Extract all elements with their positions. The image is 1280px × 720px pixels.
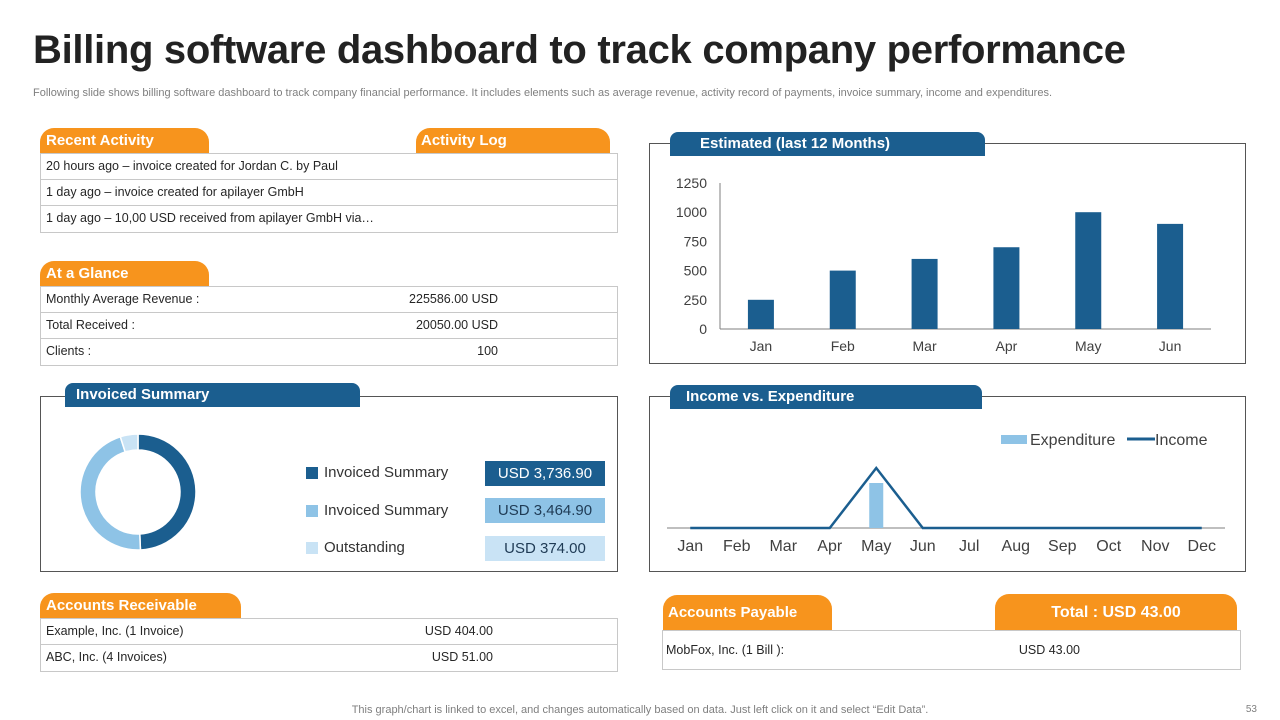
payable-label: MobFox, Inc. (1 Bill ): <box>666 643 785 657</box>
x-tick-label: Jan <box>677 538 703 555</box>
receivable-value: USD 51.00 <box>431 650 493 664</box>
legend-swatch <box>306 505 318 517</box>
invoiced-summary-tab: Invoiced Summary <box>65 383 360 407</box>
legend-swatch <box>1001 435 1027 444</box>
recent-activity-table: 20 hours ago – invoice created for Jorda… <box>40 153 618 233</box>
activity-row: 1 day ago – invoice created for apilayer… <box>41 180 617 206</box>
legend-label: Outstanding <box>324 539 405 556</box>
page-subtitle: Following slide shows billing software d… <box>33 87 1053 99</box>
expenditure-bar <box>869 483 884 528</box>
x-tick-label: May <box>861 538 891 555</box>
estimated-bar-chart: 0 250 500 750 1000 1250 Jan Feb Mar Apr May Jun <box>676 175 1211 354</box>
x-tick-label: Aug <box>1002 538 1030 555</box>
income-line <box>690 465 1202 530</box>
glance-row: Total Received : 20050.00 USD <box>41 313 617 339</box>
glance-value: 225586.00 USD <box>409 292 498 306</box>
bar <box>993 247 1020 329</box>
income-chart-panel <box>649 396 1246 572</box>
page-title: Billing software dashboard to track comp… <box>33 28 1126 72</box>
receivable-label: ABC, Inc. (4 Invoices) <box>46 650 167 664</box>
activity-text: 1 day ago – 10,00 USD received from apil… <box>46 211 374 225</box>
x-tick-label: May <box>1075 338 1101 354</box>
invoiced-donut-chart <box>79 433 197 551</box>
accounts-receivable-table: Example, Inc. (1 Invoice) USD 404.00 ABC… <box>40 618 618 672</box>
x-tick-label: Mar <box>769 538 797 555</box>
bar <box>911 258 938 329</box>
activity-row: 20 hours ago – invoice created for Jorda… <box>41 154 617 180</box>
receivable-row: ABC, Inc. (4 Invoices) USD 51.00 <box>41 645 617 671</box>
glance-value: 100 <box>477 344 498 358</box>
legend-swatch <box>306 467 318 479</box>
invoiced-value-box: USD 3,464.90 <box>485 498 605 523</box>
receivable-value: USD 404.00 <box>424 624 493 638</box>
estimated-chart-tab: Estimated (last 12 Months) <box>670 132 985 156</box>
x-tick-label: Jun <box>910 538 936 555</box>
x-tick-label: Apr <box>996 338 1018 354</box>
page-number: 53 <box>1245 704 1257 715</box>
x-tick-label: Feb <box>723 538 751 555</box>
x-tick-label: Nov <box>1141 538 1169 555</box>
glance-label: Monthly Average Revenue : <box>46 292 200 306</box>
legend-label: Invoiced Summary <box>324 464 449 481</box>
legend-label: Invoiced Summary <box>324 502 449 519</box>
legend-label: Expenditure <box>1030 432 1115 449</box>
x-tick-label: Mar <box>913 338 937 354</box>
x-tick-label: Oct <box>1096 538 1121 555</box>
payable-row: MobFox, Inc. (1 Bill ): USD 43.00 <box>663 631 1240 669</box>
donut-slice <box>119 433 139 453</box>
y-tick-label: 1000 <box>676 204 707 220</box>
x-tick-label: Apr <box>817 538 843 555</box>
glance-row: Monthly Average Revenue : 225586.00 USD <box>41 287 617 313</box>
invoiced-value-box: USD 3,736.90 <box>485 461 605 486</box>
y-tick-label: 750 <box>684 233 708 249</box>
income-chart-tab: Income vs. Expenditure <box>670 385 982 409</box>
donut-slice <box>79 435 142 551</box>
x-tick-label: Jun <box>1159 338 1182 354</box>
glance-row: Clients : 100 <box>41 339 617 365</box>
accounts-payable-table: MobFox, Inc. (1 Bill ): USD 43.00 <box>662 630 1241 670</box>
y-tick-label: 1250 <box>676 175 707 191</box>
bar <box>829 270 856 329</box>
accounts-payable-tab: Accounts Payable <box>663 595 832 630</box>
income-expenditure-chart: Jan Feb Mar Apr May Jun Jul Aug Sep Oct Nov Dec Expe… <box>667 432 1225 555</box>
activity-text: 20 hours ago – invoice created for Jorda… <box>46 159 338 173</box>
x-tick-label: Dec <box>1188 538 1216 555</box>
x-tick-label: Sep <box>1048 538 1077 555</box>
bar <box>747 299 774 329</box>
y-tick-label: 0 <box>699 321 707 337</box>
receivable-row: Example, Inc. (1 Invoice) USD 404.00 <box>41 619 617 645</box>
footer-note: This graph/chart is linked to excel, and… <box>351 704 929 716</box>
x-tick-label: Feb <box>831 338 855 354</box>
activity-row: 1 day ago – 10,00 USD received from apil… <box>41 206 617 232</box>
x-tick-label: Jan <box>750 338 773 354</box>
legend-swatch <box>306 542 318 554</box>
glance-label: Clients : <box>46 344 92 358</box>
y-tick-label: 250 <box>684 292 708 308</box>
payable-value: USD 43.00 <box>1018 643 1080 657</box>
at-a-glance-table: Monthly Average Revenue : 225586.00 USD … <box>40 286 618 366</box>
y-tick-label: 500 <box>684 263 708 279</box>
bar <box>1157 223 1184 329</box>
accounts-receivable-tab: Accounts Receivable <box>40 593 241 619</box>
receivable-label: Example, Inc. (1 Invoice) <box>46 624 184 638</box>
activity-text: 1 day ago – invoice created for apilayer… <box>46 185 304 199</box>
donut-slice <box>137 433 197 551</box>
activity-log-tab: Activity Log <box>416 128 610 154</box>
recent-activity-tab: Recent Activity <box>40 128 209 154</box>
bar <box>1075 212 1102 329</box>
accounts-payable-total: Total : USD 43.00 <box>995 594 1237 630</box>
outstanding-value-box: USD 374.00 <box>485 536 605 561</box>
glance-value: 20050.00 USD <box>415 318 498 332</box>
x-tick-label: Jul <box>959 538 979 555</box>
at-a-glance-tab: At a Glance <box>40 261 209 287</box>
legend-label: Income <box>1155 432 1208 449</box>
glance-label: Total Received : <box>46 318 135 332</box>
